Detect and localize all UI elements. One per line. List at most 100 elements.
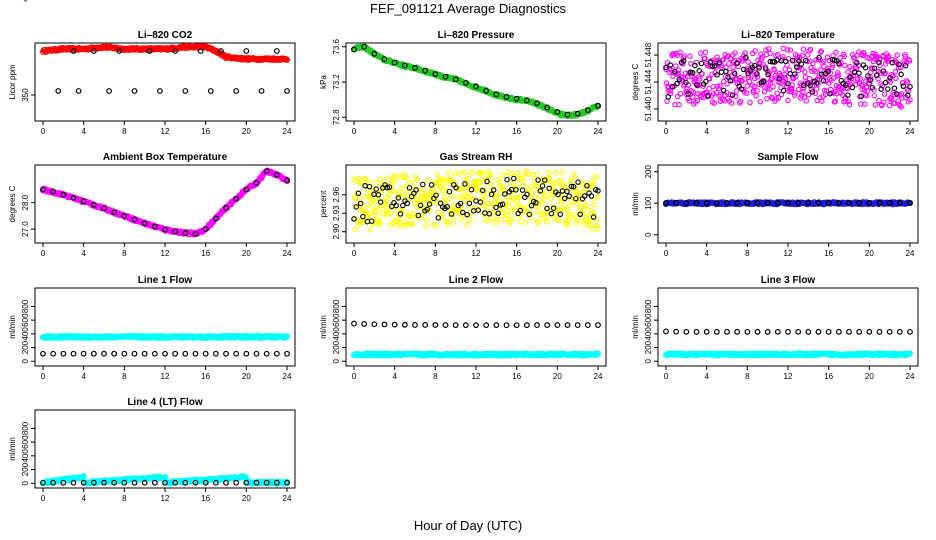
y-tick-label: 400 [332,327,341,341]
average-point [162,226,168,233]
x-tick-label: 16 [201,127,210,136]
x-tick-label: 24 [594,372,603,381]
x-tick-label: 8 [745,249,750,258]
y-tick-label: 600 [21,313,30,327]
average-point [212,479,219,486]
sample-point [444,221,450,228]
sample-point [494,213,501,220]
average-point [776,76,782,82]
sample-point [482,216,488,222]
sample-point [504,213,511,219]
average-point [375,192,382,198]
sample-point [487,171,493,177]
x-tick-label: 12 [161,127,170,136]
average-point [898,71,904,78]
average-point [273,479,280,486]
sample-point [818,48,825,54]
average-point [192,350,199,357]
average-point [867,77,873,83]
average-point [891,85,898,91]
average-point [106,88,112,94]
average-point [595,102,601,109]
y-tick-label: 600 [644,313,653,327]
average-point [141,220,148,227]
sample-point [785,97,791,104]
sample-point [411,179,418,186]
sample-point [754,87,760,94]
average-point [50,479,57,486]
x-tick-label: 12 [161,494,170,503]
average-point [513,95,520,102]
average-point [703,199,710,206]
sample-point [575,217,581,224]
y-tick-label: 51.448 [644,42,653,67]
average-point [61,5,66,10]
sample-point [461,193,468,199]
average-point [570,183,577,190]
sample-point [400,206,407,212]
sample-point [745,59,751,65]
average-point [712,63,718,69]
average-point [60,350,67,357]
sample-point [664,98,670,105]
series-average [40,479,290,486]
sample-point [751,75,758,82]
sample-point [465,172,472,178]
average-point [80,479,87,486]
average-point [795,328,802,335]
sample-point [458,203,464,210]
average-point [825,199,832,206]
average-point [889,59,896,66]
average-point [163,5,168,10]
sample-point [686,98,693,104]
average-point [488,191,495,198]
sample-point [539,216,546,222]
average-point [856,199,863,206]
average-point [273,350,280,357]
sample-point [722,73,729,80]
average-point [493,91,500,98]
average-point [816,54,822,61]
sample-point [711,100,718,106]
y-tick-label: 400 [644,327,653,341]
average-point [81,5,86,10]
sample-point [414,176,421,182]
average-point [713,199,720,206]
panel-2: Li–820 Pressure 0 4 8 12 16 20 24 72.8 73.2 73.6 kP… [319,30,607,136]
sample-point [842,62,848,69]
sample-point [888,71,894,78]
average-point [774,199,781,206]
y-tick-label: 0 [644,358,653,363]
average-point [564,188,570,195]
average-point [172,228,179,235]
average-point [131,216,138,223]
average-point [486,211,493,217]
average-point [574,322,581,328]
average-point [417,202,424,209]
average-point [355,190,362,197]
x-tick-label: 20 [242,249,251,258]
sample-point [594,351,601,358]
series-samples [39,332,291,342]
y-tick-label: 200 [332,340,341,354]
average-point [727,77,734,84]
y-tick-label: 200 [21,340,30,354]
sample-point [781,71,788,78]
sample-point [833,49,839,56]
sample-point [544,219,550,225]
average-point [131,479,138,486]
sample-point [845,69,851,75]
sample-point [497,178,503,185]
sample-point [747,99,753,106]
panel-10: Line 4 (LT) Flow 0 4 8 12 16 20 24 0 200400600800… [8,397,296,503]
sample-point [467,216,473,223]
sample-point [812,68,819,75]
average-point [413,187,419,193]
y-tick-label: 400 [21,0,30,2]
series-average [663,54,913,100]
x-tick-label: 8 [122,249,127,258]
average-point [535,177,541,183]
y-tick-label: 350 [21,88,30,102]
average-point [574,110,581,117]
sample-point [861,50,867,56]
